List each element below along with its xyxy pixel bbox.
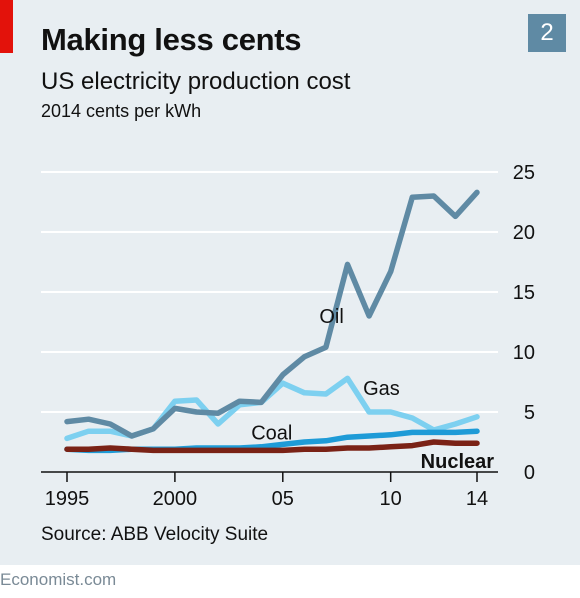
- series-line-oil: [64, 189, 480, 439]
- source-note: Source: ABB Velocity Suite: [41, 524, 269, 545]
- gridlines: [41, 171, 498, 473]
- y-tick-label-5: 5: [524, 402, 535, 424]
- x-tick-label-2000: 2000: [153, 488, 198, 510]
- chart-number-badge: 2: [528, 14, 566, 52]
- series-label-coal: Coal: [251, 422, 292, 444]
- x-tick-label-1995: 1995: [45, 488, 90, 510]
- brand-tag: [0, 0, 13, 53]
- y-axis-labels: 0 5 10 15 20 25: [513, 162, 535, 484]
- x-tick-label-14: 14: [466, 488, 488, 510]
- series-label-gas: Gas: [363, 378, 400, 400]
- y-tick-label-15: 15: [513, 282, 535, 304]
- chart-title: Making less cents: [41, 22, 302, 57]
- y-tick-label-10: 10: [513, 342, 535, 364]
- series-lines: [64, 189, 480, 454]
- series-labels: Oil Gas Coal Nuclear: [251, 306, 494, 473]
- x-tick-label-05: 05: [272, 488, 294, 510]
- chart-units: 2014 cents per kWh: [41, 101, 202, 121]
- footer-credit: Economist.com: [0, 570, 117, 589]
- series-line-nuclear: [64, 439, 480, 454]
- y-tick-label-0: 0: [524, 462, 535, 484]
- series-label-oil: Oil: [319, 306, 343, 328]
- x-axis: 1995 2000 05 10 14: [45, 472, 488, 510]
- y-tick-label-25: 25: [513, 162, 535, 184]
- x-tick-label-10: 10: [380, 488, 402, 510]
- chart-subtitle: US electricity production cost: [41, 68, 351, 95]
- series-label-nuclear: Nuclear: [421, 451, 495, 473]
- chart-panel: [0, 0, 580, 565]
- y-tick-label-20: 20: [513, 222, 535, 244]
